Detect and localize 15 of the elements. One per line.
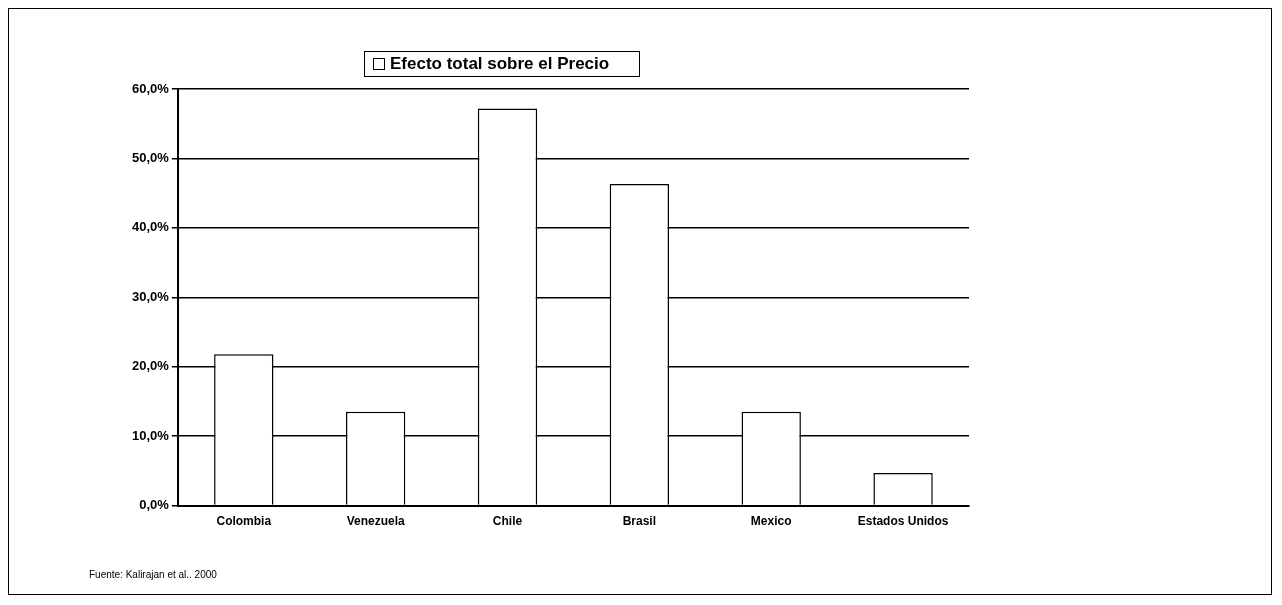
- y-tick-label: 10,0%: [131, 427, 170, 443]
- y-tick-label: 20,0%: [131, 358, 170, 374]
- text: Efecto total sobre el Precio: [390, 54, 610, 74]
- x-tick-label: Brasil: [622, 514, 657, 529]
- x-tick-label: Chile: [492, 514, 523, 529]
- y-tick-label: 40,0%: [131, 219, 170, 235]
- y-tick-label: 30,0%: [131, 288, 170, 304]
- x-tick-label: Venezuela: [346, 514, 405, 529]
- x-tick-label: Colombia: [216, 514, 272, 529]
- y-tick-label: 0,0%: [139, 497, 170, 513]
- x-tick-label: Estados Unidos: [857, 514, 949, 529]
- y-tick-label: 50,0%: [131, 150, 170, 166]
- x-tick-label: Mexico: [750, 514, 792, 529]
- y-tick-label: 60,0%: [131, 80, 170, 96]
- source-note: Fuente: Kalirajan et al.. 2000: [89, 569, 218, 580]
